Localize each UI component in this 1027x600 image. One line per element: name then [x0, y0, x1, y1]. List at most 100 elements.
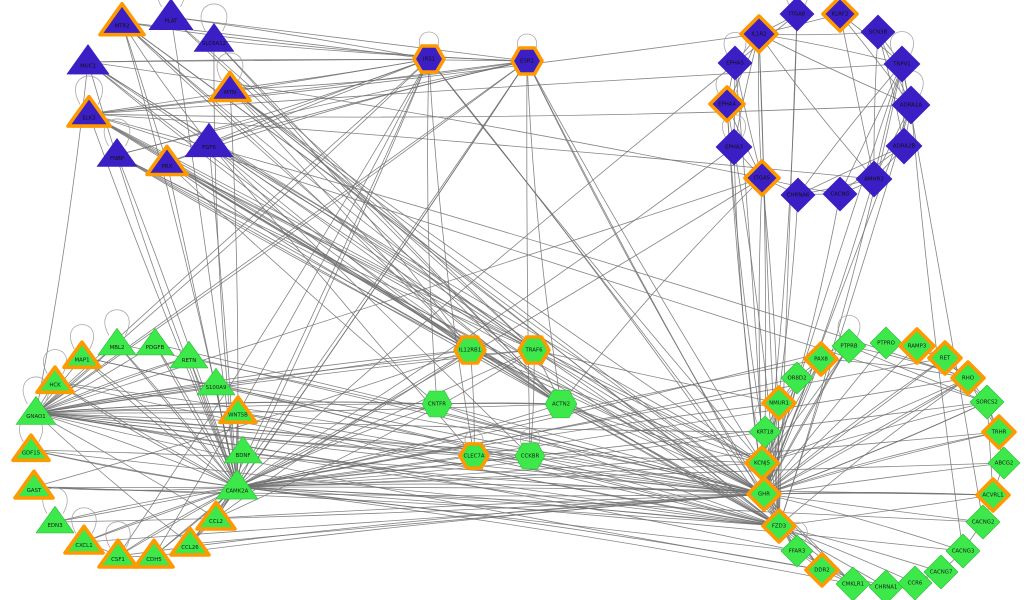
graph-node-pdgfb[interactable]: PDGFB — [135, 327, 175, 356]
node-shape[interactable] — [63, 524, 105, 555]
graph-node-ccl26[interactable]: CCL26 — [169, 526, 211, 557]
node-shape[interactable] — [35, 365, 75, 395]
node-shape[interactable] — [746, 476, 782, 512]
graph-node-prx[interactable]: PRX — [145, 144, 189, 177]
node-shape[interactable] — [223, 435, 263, 464]
node-shape[interactable] — [803, 341, 839, 377]
node-shape[interactable] — [215, 469, 259, 500]
node-shape[interactable] — [883, 45, 921, 83]
node-shape[interactable] — [517, 335, 551, 365]
graph-node-chrna6[interactable]: CHRNA6 — [780, 177, 816, 213]
node-shape[interactable] — [96, 138, 138, 167]
node-shape[interactable] — [66, 44, 110, 75]
node-shape[interactable] — [821, 0, 859, 33]
node-layer[interactable]: MTR2PLATSLC6A12MUC1MTNELK3FGF6FNBPPRXIRS… — [11, 0, 1021, 600]
graph-node-traf6[interactable]: TRAF6 — [517, 335, 551, 365]
node-shape[interactable] — [193, 23, 235, 52]
node-shape[interactable] — [458, 442, 490, 470]
node-shape[interactable] — [885, 127, 923, 165]
node-shape[interactable] — [868, 569, 904, 600]
graph-node-cacng[interactable]: CACNG — [822, 176, 858, 212]
graph-node-gast[interactable]: GAST — [13, 469, 55, 500]
node-shape[interactable] — [13, 469, 55, 500]
node-shape[interactable] — [780, 361, 814, 395]
node-shape[interactable] — [62, 340, 102, 370]
node-shape[interactable] — [761, 508, 797, 544]
node-shape[interactable] — [453, 335, 487, 365]
node-shape[interactable] — [739, 14, 779, 54]
graph-node-trhr[interactable]: TRHR — [981, 414, 1017, 450]
graph-node-ffar3[interactable]: FFAR3 — [780, 534, 814, 568]
node-shape[interactable] — [717, 45, 753, 81]
node-shape[interactable] — [855, 160, 893, 198]
graph-node-itga8[interactable]: ITGA8 — [779, 0, 815, 32]
graph-node-il12rb1[interactable]: IL12RB1 — [453, 335, 487, 365]
node-shape[interactable] — [927, 340, 963, 376]
node-shape[interactable] — [891, 85, 931, 125]
node-shape[interactable] — [169, 340, 209, 369]
node-shape[interactable] — [987, 446, 1021, 480]
node-shape[interactable] — [412, 44, 446, 74]
node-shape[interactable] — [148, 0, 194, 30]
node-shape[interactable] — [779, 0, 815, 32]
node-shape[interactable] — [835, 566, 871, 600]
node-shape[interactable] — [804, 552, 840, 588]
node-shape[interactable] — [965, 504, 1001, 540]
node-shape[interactable] — [831, 328, 867, 364]
node-shape[interactable] — [514, 442, 546, 470]
node-shape[interactable] — [510, 46, 544, 76]
graph-node-fzd3[interactable]: FZD3 — [761, 508, 797, 544]
graph-node-plat[interactable]: PLAT — [148, 0, 194, 30]
node-shape[interactable] — [15, 396, 57, 425]
node-shape[interactable] — [195, 500, 237, 531]
graph-node-irs1[interactable]: IRS1 — [412, 44, 446, 74]
node-shape[interactable] — [97, 538, 139, 569]
graph-node-klrf2[interactable]: KLRF2 — [821, 0, 859, 33]
node-shape[interactable] — [822, 176, 858, 212]
graph-node-gdf15[interactable]: GDF15 — [11, 433, 51, 463]
graph-node-il1r2[interactable]: IL1R2 — [739, 14, 779, 54]
graph-node-chrna1[interactable]: CHRNA1 — [868, 569, 904, 600]
node-shape[interactable] — [981, 414, 1017, 450]
node-shape[interactable] — [11, 433, 51, 463]
graph-node-esr2[interactable]: ESR2 — [510, 46, 544, 76]
graph-node-mtr2[interactable]: MTR2 — [98, 1, 146, 37]
node-shape[interactable] — [544, 389, 578, 419]
node-shape[interactable] — [421, 390, 453, 418]
graph-node-ptpro[interactable]: PTPRO — [869, 326, 903, 360]
node-shape[interactable] — [196, 367, 236, 396]
graph-node-rho[interactable]: RHO — [950, 360, 986, 396]
graph-node-muc1[interactable]: MUC1 — [66, 44, 110, 75]
graph-node-epha3[interactable]: EPHA3 — [715, 128, 753, 166]
graph-node-epha5[interactable]: EPHA5 — [717, 45, 753, 81]
node-shape[interactable] — [218, 395, 258, 425]
graph-node-csf1[interactable]: CSF1 — [97, 538, 139, 569]
node-shape[interactable] — [780, 534, 814, 568]
node-shape[interactable] — [66, 94, 112, 128]
node-shape[interactable] — [897, 565, 933, 600]
node-shape[interactable] — [945, 533, 981, 569]
graph-node-elk3[interactable]: ELK3 — [66, 94, 112, 128]
node-shape[interactable] — [761, 385, 797, 421]
node-shape[interactable] — [743, 159, 781, 197]
node-shape[interactable] — [780, 177, 816, 213]
node-shape[interactable] — [860, 14, 896, 50]
node-shape[interactable] — [169, 526, 211, 557]
graph-node-cckbr[interactable]: CCKBR — [514, 442, 546, 470]
node-shape[interactable] — [975, 477, 1011, 513]
graph-node-adra1a[interactable]: ADRA1A — [891, 85, 931, 125]
graph-node-amhr2[interactable]: AMHR2 — [855, 160, 893, 198]
node-shape[interactable] — [184, 122, 234, 158]
node-shape[interactable] — [923, 554, 959, 590]
node-shape[interactable] — [869, 326, 903, 360]
graph-node-epha4[interactable]: EPHA4 — [708, 85, 746, 123]
graph-node-clec7a[interactable]: CLEC7A — [458, 442, 490, 470]
node-shape[interactable] — [708, 85, 746, 123]
node-shape[interactable] — [969, 384, 1005, 420]
node-shape[interactable] — [97, 327, 137, 356]
node-shape[interactable] — [898, 327, 936, 365]
node-shape[interactable] — [35, 505, 75, 534]
node-shape[interactable] — [135, 327, 175, 356]
